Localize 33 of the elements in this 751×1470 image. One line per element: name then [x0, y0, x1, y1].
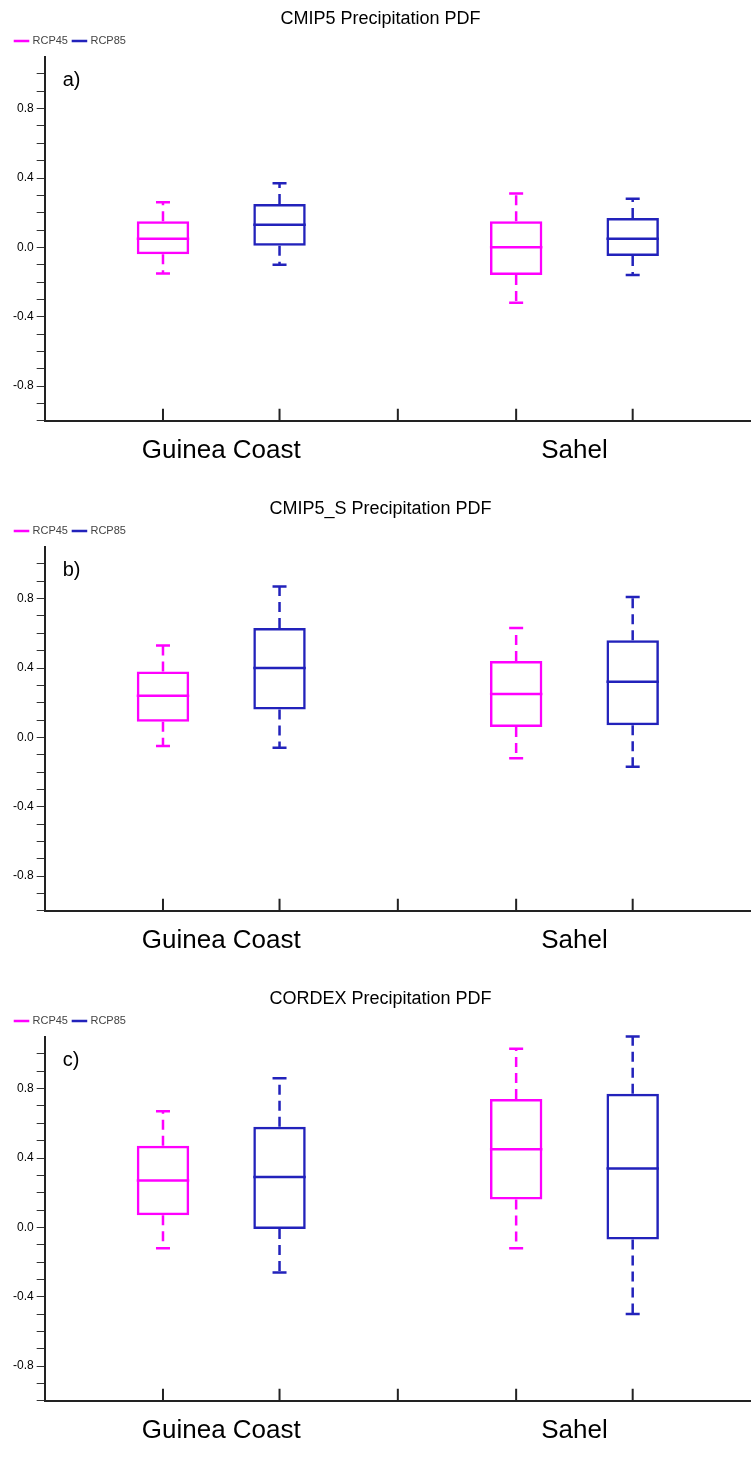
y-tick-label: 0.0 [16, 729, 34, 744]
chart-title: CMIP5_S Precipitation PDF [269, 497, 492, 519]
legend-label: RCP45 [32, 524, 68, 537]
y-tick-label: -0.8 [12, 1358, 34, 1373]
x-tick-label: Guinea Coast [141, 433, 302, 464]
legend-label: RCP85 [90, 1014, 126, 1027]
y-tick-label: 0.4 [16, 170, 34, 185]
annotation: c) [62, 1048, 80, 1071]
x-tick-label: Guinea Coast [141, 923, 302, 954]
y-tick-label: 0.0 [16, 239, 34, 254]
x-tick-label: Guinea Coast [141, 1413, 302, 1444]
y-tick-label: 0.4 [16, 1150, 34, 1165]
legend-label: RCP45 [32, 34, 68, 47]
x-tick-label: Sahel [541, 923, 608, 954]
y-tick-label: -0.8 [12, 868, 34, 883]
y-tick-label: -0.4 [12, 799, 34, 814]
annotation: b) [62, 558, 81, 581]
legend-label: RCP45 [32, 1014, 68, 1027]
chart-title: CMIP5 Precipitation PDF [280, 7, 481, 28]
y-tick-label: -0.4 [12, 309, 34, 324]
annotation: a) [62, 68, 81, 91]
y-tick-label: 0.0 [16, 1219, 34, 1234]
y-tick-label: 0.8 [16, 100, 34, 115]
legend-label: RCP85 [90, 524, 126, 537]
legend-label: RCP85 [90, 34, 126, 47]
y-tick-label: 0.8 [16, 590, 34, 605]
x-tick-label: Sahel [541, 433, 608, 464]
y-tick-label: -0.8 [12, 378, 34, 393]
x-tick-label: Sahel [541, 1413, 608, 1444]
y-tick-label: 0.8 [16, 1080, 34, 1095]
y-tick-label: -0.4 [12, 1289, 34, 1304]
y-tick-label: 0.4 [16, 660, 34, 675]
chart-title: CORDEX Precipitation PDF [269, 987, 492, 1008]
